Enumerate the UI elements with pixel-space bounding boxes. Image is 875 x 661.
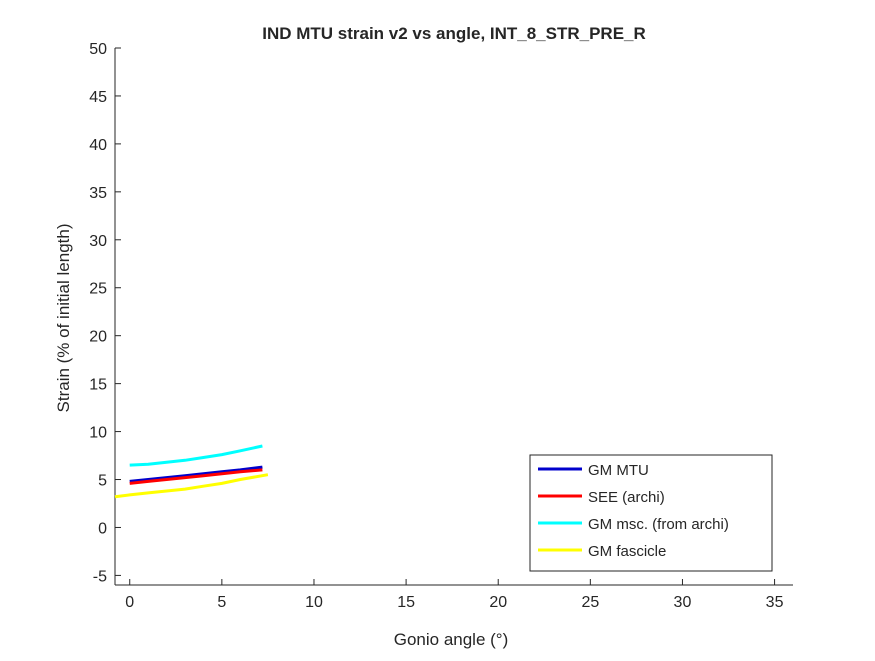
y-tick-label: 50 [89,41,107,58]
legend-label-2: SEE (archi) [588,489,665,506]
series-line-3 [129,444,263,467]
y-tick-label: 40 [89,137,107,154]
y-tick-label: 5 [98,473,107,490]
legend-box [529,454,773,572]
legend-label-3: GM msc. (from archi) [588,516,729,533]
legend: GM MTU SEE (archi) GM msc. (from archi) GM … [529,454,773,572]
chart-title: IND MTU strain v2 vs angle, INT_8_STR_PR… [262,24,646,43]
legend-label-1: GM MTU [588,462,649,479]
series-line-4 [114,473,269,499]
x-axis-label: Gonio angle (°) [394,630,509,649]
x-tick-label: 35 [766,594,784,611]
y-tick-label: 30 [89,233,107,250]
plot-area: 0 5 10 15 20 25 30 35 -5 0 5 10 15 20 25 30 35 40 45 50 [89,41,793,611]
x-tick-label: 0 [125,594,134,611]
x-tick-label: 30 [674,594,692,611]
x-tick-label: 5 [217,594,226,611]
series-line-1 [129,465,263,483]
x-tick-label: 25 [581,594,599,611]
x-tick-label: 20 [489,594,507,611]
x-tick-label: 10 [305,594,323,611]
y-tick-label: 20 [89,329,107,346]
y-axis-label: Strain (% of initial length) [54,224,73,413]
y-tick-label: 25 [89,281,107,298]
legend-label-4: GM fascicle [588,543,666,560]
y-tick-label: 10 [89,425,107,442]
x-tick-label: 15 [397,594,415,611]
y-tick-label: 0 [98,520,107,537]
y-tick-label: 45 [89,89,107,106]
y-tick-label: -5 [93,568,107,585]
y-tick-label: 15 [89,377,107,394]
series-line-2 [129,468,263,485]
y-tick-label: 35 [89,185,107,202]
